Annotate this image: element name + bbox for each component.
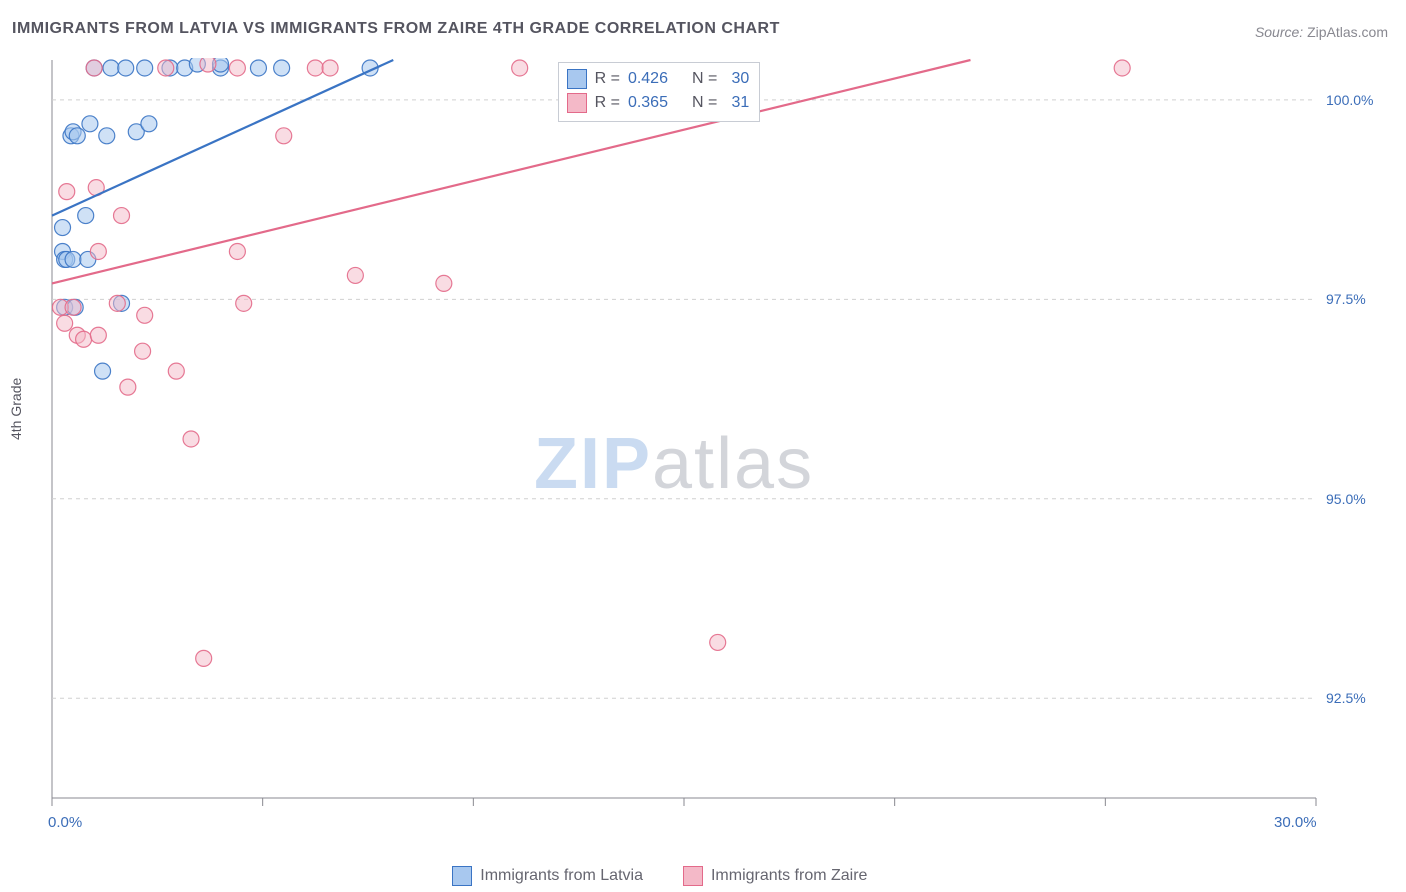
stat-R-label: R = [595, 67, 620, 91]
y-tick-label: 92.5% [1326, 690, 1366, 706]
source-label: Source: [1255, 24, 1303, 40]
y-tick-label: 100.0% [1326, 92, 1373, 108]
legend-item: Immigrants from Latvia [452, 866, 643, 886]
stat-R-label: R = [595, 91, 620, 115]
legend-label: Immigrants from Zaire [711, 867, 867, 885]
stat-R-value: 0.365 [628, 91, 668, 115]
legend-swatch [452, 866, 472, 886]
stat-N-value: 31 [725, 91, 749, 115]
legend-label: Immigrants from Latvia [480, 867, 643, 885]
chart-title: IMMIGRANTS FROM LATVIA VS IMMIGRANTS FRO… [12, 20, 780, 38]
correlation-scatter-plot [46, 58, 1388, 826]
x-tick-label: 0.0% [48, 814, 82, 831]
stat-N-label: N = [692, 91, 717, 115]
stat-R-value: 0.426 [628, 67, 668, 91]
source-credit: Source: ZipAtlas.com [1255, 24, 1388, 40]
legend-swatch [567, 69, 587, 89]
legend-swatch [683, 866, 703, 886]
stats-row: R = 0.365 N = 31 [567, 91, 750, 115]
legend-swatch [567, 93, 587, 113]
stats-row: R = 0.426 N = 30 [567, 67, 750, 91]
y-axis-label: 4th Grade [8, 378, 24, 440]
y-tick-label: 97.5% [1326, 291, 1366, 307]
legend-item: Immigrants from Zaire [683, 866, 867, 886]
y-tick-label: 95.0% [1326, 491, 1366, 507]
stat-N-label: N = [692, 67, 717, 91]
stat-N-value: 30 [725, 67, 749, 91]
correlation-stats-box: R = 0.426 N = 30 R = 0.365 N = 31 [558, 62, 761, 122]
source-name: ZipAtlas.com [1307, 24, 1388, 40]
x-tick-label: 30.0% [1274, 814, 1317, 831]
legend: Immigrants from Latvia Immigrants from Za… [0, 866, 1406, 886]
